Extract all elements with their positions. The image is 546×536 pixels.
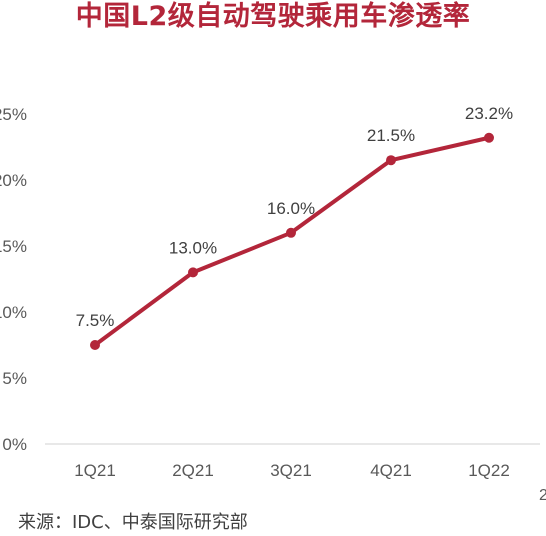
data-point [188,267,198,278]
y-axis-tick-labels: 0% 5% 10% 15% 20% 25% [0,105,27,454]
data-label: 7.5% [76,311,115,330]
y-tick-label: 25% [0,105,27,124]
x-tick-label: 3Q21 [270,461,312,480]
x-tick-label: 1Q22 [468,461,510,480]
x-tick-label: 1Q21 [74,461,116,480]
x-tick-label: 4Q21 [370,461,412,480]
x-axis-tick-labels: 1Q21 2Q21 3Q21 4Q21 1Q22 [74,461,510,480]
y-tick-label: 0% [2,435,27,454]
series-line-group [93,135,491,347]
data-point [90,340,100,350]
data-point [484,132,494,143]
y-tick-label: 20% [0,171,27,190]
y-tick-label: 10% [0,303,27,322]
data-point [286,227,296,238]
source-note: 来源：IDC、中泰国际研究部 [18,512,248,533]
data-label: 23.2% [465,104,513,123]
chart-title: 中国L2级自动驾驶乘用车渗透率 [75,1,471,32]
data-labels: 7.5% 13.0% 16.0% 21.5% 23.2% [76,104,513,330]
data-label: 13.0% [169,238,217,257]
y-tick-label: 15% [0,237,27,256]
data-point [386,155,396,166]
series-line [93,135,491,347]
y-tick-label: 5% [2,369,27,388]
x-tick-label: 2Q21 [172,461,214,480]
data-label: 21.5% [367,126,415,145]
data-label: 16.0% [267,199,315,218]
cropped-stray-text: 2 [539,487,546,504]
data-points [90,132,494,350]
